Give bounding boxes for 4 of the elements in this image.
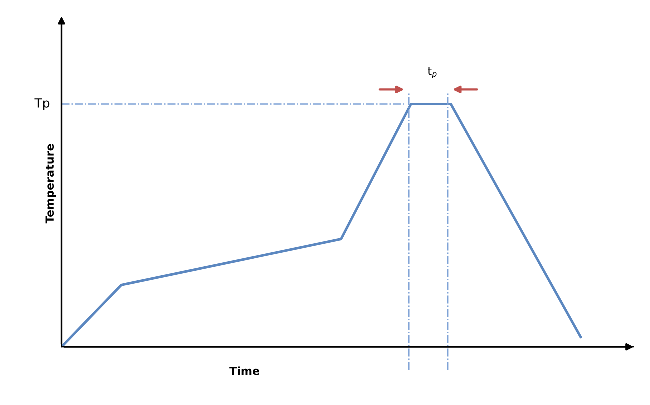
x-axis-title: Time <box>230 366 260 376</box>
y-axis-title: Temperature <box>46 144 56 224</box>
text: t$_{p}$ <box>428 67 437 78</box>
text: Tp <box>34 98 50 110</box>
